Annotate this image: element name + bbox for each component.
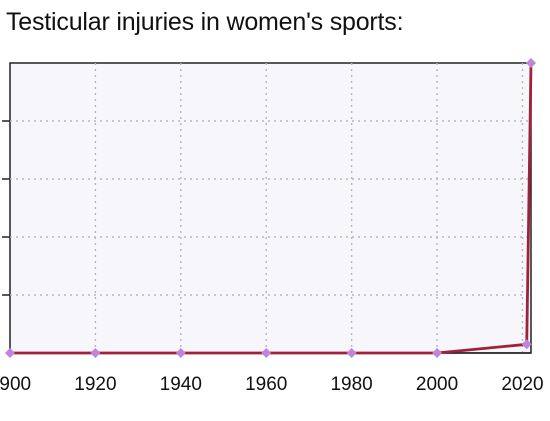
data-point xyxy=(5,348,15,358)
x-tick-label: 1920 xyxy=(74,374,116,395)
data-point xyxy=(90,348,101,358)
x-tick-label: 2000 xyxy=(416,374,458,395)
x-tick-label: 1940 xyxy=(160,374,202,395)
plot-area xyxy=(9,62,532,354)
data-point xyxy=(526,58,536,68)
x-tick-labels: 1900 1920 1940 1960 1980 2000 2020 xyxy=(0,374,544,395)
x-tick-label: 1960 xyxy=(245,374,287,395)
x-tick-label: 1900 xyxy=(0,374,31,395)
data-point xyxy=(175,348,186,358)
data-point xyxy=(432,348,443,358)
x-tick-label: 1980 xyxy=(330,374,372,395)
grid-lines xyxy=(10,63,531,353)
series-line xyxy=(10,62,533,355)
data-point xyxy=(261,348,272,358)
data-point xyxy=(521,339,532,350)
x-tick-label: 2020 xyxy=(501,374,543,395)
data-point xyxy=(346,348,357,358)
data-series xyxy=(5,58,536,358)
chart-title: Testicular injuries in women's sports: xyxy=(6,8,404,36)
